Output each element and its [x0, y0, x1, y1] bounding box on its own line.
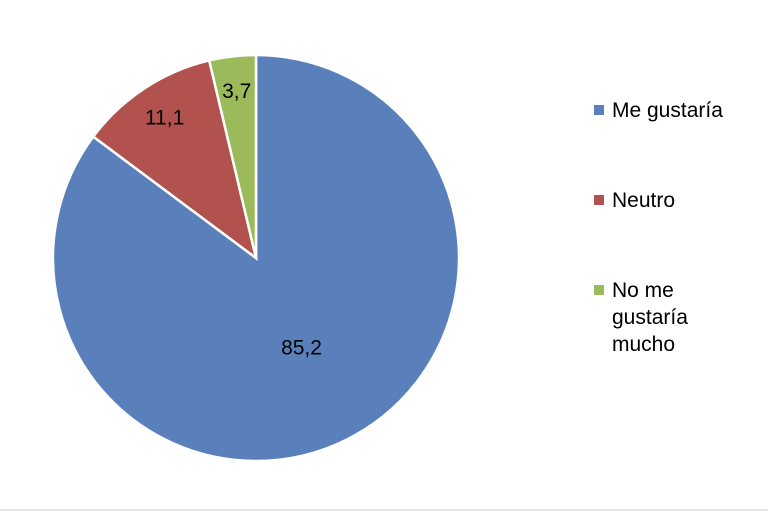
- legend-label: Neutro: [612, 189, 676, 212]
- legend-swatch: [594, 105, 604, 115]
- data-label: 3,7: [222, 80, 251, 103]
- data-label: 11,1: [145, 106, 184, 129]
- data-label: 85,2: [281, 336, 322, 359]
- legend-label: No me gustaría mucho: [612, 279, 688, 356]
- legend-swatch: [594, 285, 604, 295]
- legend-swatch: [594, 195, 604, 205]
- pie-slice: [207, 53, 258, 259]
- legend-label: Me gustaría: [612, 99, 723, 122]
- pie-slice: [91, 58, 259, 262]
